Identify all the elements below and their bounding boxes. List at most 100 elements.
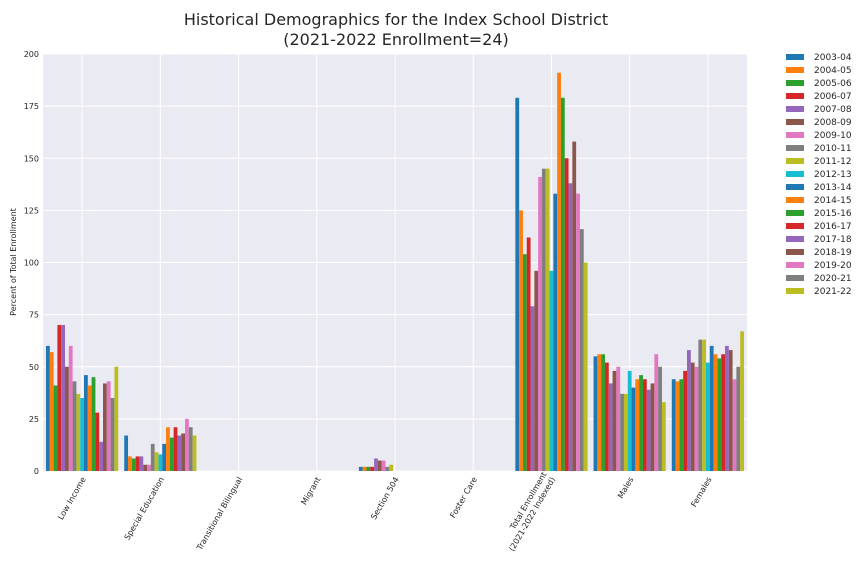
legend-swatch bbox=[786, 288, 804, 294]
bar-2013-14-0 bbox=[84, 375, 88, 471]
legend-label: 2013-14 bbox=[814, 183, 852, 193]
legend-label: 2011-12 bbox=[814, 157, 852, 167]
bar-2008-09-7 bbox=[612, 370, 617, 471]
bar-2021-22-0 bbox=[114, 366, 119, 471]
legend-label: 2008-09 bbox=[814, 118, 852, 128]
bar-2018-19-6 bbox=[572, 141, 577, 471]
y-tick-label: 175 bbox=[24, 102, 39, 111]
bar-2008-09-0 bbox=[65, 366, 69, 471]
bar-2009-10-4 bbox=[381, 460, 386, 471]
legend-swatch bbox=[786, 80, 804, 86]
legend-swatch bbox=[786, 184, 804, 190]
bar-2014-15-6 bbox=[557, 72, 561, 471]
legend-swatch bbox=[786, 106, 804, 112]
bar-2017-18-1 bbox=[177, 435, 182, 471]
bar-2016-17-0 bbox=[95, 412, 100, 471]
bar-2016-17-1 bbox=[173, 427, 178, 471]
legend-label: 2017-18 bbox=[814, 235, 852, 245]
legend-label: 2004-05 bbox=[814, 66, 852, 76]
bar-2003-04-6 bbox=[515, 97, 520, 471]
bar-2005-06-7 bbox=[601, 354, 605, 471]
bar-2015-16-8 bbox=[717, 358, 722, 471]
y-tick-label: 125 bbox=[24, 206, 39, 215]
bar-2010-11-6 bbox=[541, 168, 546, 472]
bar-2018-19-1 bbox=[181, 433, 186, 471]
legend-label: 2021-22 bbox=[814, 287, 852, 297]
bar-2013-14-7 bbox=[631, 387, 636, 471]
bar-2012-13-0 bbox=[80, 398, 85, 471]
bar-2011-12-6 bbox=[545, 168, 550, 472]
legend-swatch bbox=[786, 249, 804, 255]
legend-swatch bbox=[786, 262, 804, 268]
bar-2013-14-1 bbox=[162, 443, 167, 471]
x-tick-label-line: Migrant bbox=[299, 476, 322, 507]
bar-2020-21-0 bbox=[110, 398, 115, 471]
bar-2012-13-8 bbox=[705, 362, 710, 471]
bar-2015-16-1 bbox=[169, 437, 174, 471]
bar-2014-15-7 bbox=[635, 379, 640, 471]
x-tick-label: Females bbox=[689, 476, 713, 509]
bar-2015-16-6 bbox=[560, 97, 565, 471]
legend-swatch bbox=[786, 197, 804, 203]
x-tick-label-line: Special Education bbox=[123, 476, 166, 542]
legend-swatch bbox=[786, 275, 804, 281]
bar-2006-07-0 bbox=[57, 325, 62, 471]
bar-2006-07-7 bbox=[604, 362, 609, 471]
bar-2010-11-4 bbox=[385, 466, 390, 471]
bar-2018-19-7 bbox=[650, 383, 655, 471]
bar-2006-07-1 bbox=[135, 456, 140, 471]
bar-2003-04-4 bbox=[358, 466, 363, 471]
x-ticks: Low Income Special Education Transitional … bbox=[56, 471, 713, 553]
bar-2021-22-6 bbox=[583, 262, 588, 471]
bar-2004-05-1 bbox=[128, 456, 132, 471]
bar-2011-12-0 bbox=[76, 393, 81, 471]
bar-2016-17-6 bbox=[564, 158, 569, 471]
bar-2007-08-4 bbox=[374, 458, 378, 471]
bar-2012-13-1 bbox=[158, 454, 163, 471]
x-tick-label: Migrant bbox=[299, 476, 322, 507]
y-tick-label: 75 bbox=[29, 311, 39, 320]
bar-2004-05-0 bbox=[49, 352, 54, 471]
bar-2011-12-8 bbox=[702, 339, 706, 471]
legend-label: 2010-11 bbox=[814, 144, 852, 154]
bar-2007-08-1 bbox=[139, 456, 144, 471]
bar-2020-21-6 bbox=[579, 229, 584, 471]
bar-2010-11-7 bbox=[620, 393, 624, 471]
bars bbox=[46, 72, 744, 472]
x-tick-label: Low Income bbox=[56, 475, 88, 521]
legend-label: 2014-15 bbox=[814, 196, 852, 206]
bar-2003-04-8 bbox=[671, 379, 676, 471]
legend-swatch bbox=[786, 54, 804, 60]
bar-2005-06-1 bbox=[131, 458, 136, 471]
grid-lines bbox=[43, 53, 747, 472]
bar-2017-18-7 bbox=[646, 389, 651, 471]
legend-swatch bbox=[786, 145, 804, 151]
bar-2014-15-8 bbox=[713, 354, 718, 471]
bar-2010-11-0 bbox=[72, 381, 77, 471]
legend-swatch bbox=[786, 171, 804, 177]
legend-label: 2020-21 bbox=[814, 274, 852, 284]
y-tick-label: 200 bbox=[24, 50, 39, 59]
bar-2005-06-4 bbox=[366, 466, 371, 471]
bar-2007-08-7 bbox=[608, 383, 613, 471]
x-tick-label: Total Enrollment(2021-2022 Indexed) bbox=[507, 471, 557, 553]
bar-2012-13-6 bbox=[549, 270, 554, 471]
bar-2011-12-1 bbox=[154, 452, 159, 471]
bar-2004-05-7 bbox=[597, 354, 602, 471]
bar-2014-15-0 bbox=[87, 385, 92, 471]
bar-2009-10-0 bbox=[68, 345, 73, 471]
bar-2011-12-4 bbox=[389, 464, 394, 471]
bar-2003-04-7 bbox=[593, 356, 598, 471]
legend-label: 2009-10 bbox=[814, 131, 852, 141]
x-tick-label: Transitional Bilingual bbox=[195, 476, 245, 553]
bar-2010-11-8 bbox=[698, 339, 703, 471]
bar-2005-06-8 bbox=[679, 379, 684, 471]
bar-2003-04-1 bbox=[124, 435, 129, 471]
bar-2020-21-7 bbox=[658, 366, 662, 471]
y-tick-label: 25 bbox=[29, 415, 39, 424]
legend-label: 2006-07 bbox=[814, 92, 852, 102]
y-tick-label: 150 bbox=[24, 154, 39, 163]
bar-2005-06-6 bbox=[522, 254, 527, 471]
bar-2009-10-7 bbox=[616, 366, 621, 471]
